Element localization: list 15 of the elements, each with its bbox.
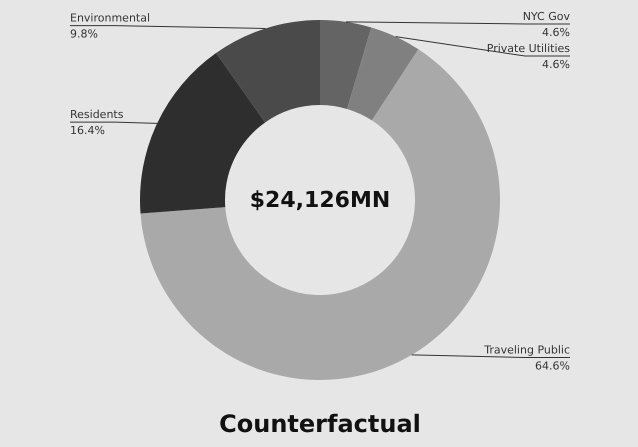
slice-label: Traveling Public <box>483 344 570 357</box>
slice-label: Residents <box>70 108 124 122</box>
text: $24,126MN <box>250 188 390 213</box>
slice-label: Private Utilities <box>486 42 570 55</box>
donut-slice <box>347 27 418 120</box>
data-label: 4.6% <box>542 58 570 71</box>
text: Counterfactual <box>219 410 421 438</box>
donut-slice <box>216 20 320 122</box>
data-label: 16.4% <box>70 124 105 138</box>
donut-slice <box>320 20 372 109</box>
data-label: 9.8% <box>70 28 98 41</box>
slice-label: NYC Gov <box>522 10 570 23</box>
data-label: 64.6% <box>535 360 570 373</box>
data-label: 4.6% <box>542 26 570 39</box>
slice-label: Environmental <box>70 12 150 25</box>
